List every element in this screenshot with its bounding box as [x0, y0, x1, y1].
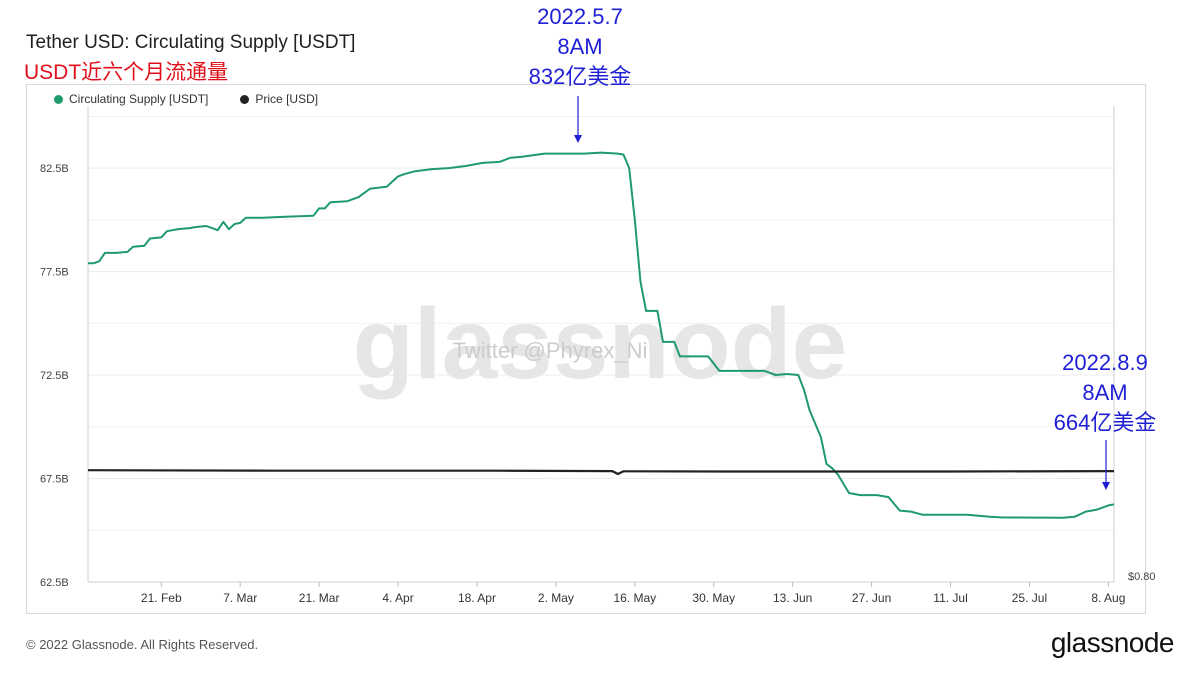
x-tick-label: 27. Jun: [852, 591, 891, 605]
legend-item-price[interactable]: Price [USD]: [240, 92, 318, 106]
x-tick-label: 13. Jun: [773, 591, 812, 605]
legend: Circulating Supply [USDT] Price [USD]: [54, 92, 318, 106]
annotation-peak-value: 832亿美金: [528, 64, 632, 89]
legend-dot-price: [240, 94, 250, 104]
y-tick-label: 67.5B: [40, 474, 69, 486]
annotation-peak-date: 2022.5.7: [537, 4, 623, 29]
series-lines: [87, 151, 1115, 519]
y-tick-label: 77.5B: [40, 267, 69, 279]
legend-label-price: Price [USD]: [255, 92, 319, 106]
x-tick-label: 2. May: [538, 591, 574, 605]
annotation-latest-time: 8AM: [1082, 380, 1128, 405]
axes: 62.5B 67.5B 72.5B 77.5B 82.5B $0.80 21. Feb 7. …: [40, 106, 1156, 605]
y-tick-label: 82.5B: [40, 163, 69, 175]
arrow-peak-head: [574, 135, 582, 143]
y-tick-label: 62.5B: [40, 577, 69, 589]
x-tick-label: 21. Feb: [141, 591, 182, 605]
annotation-peak: 2022.5.7 8AM 832亿美金: [510, 2, 650, 92]
chart-panel: [26, 84, 1146, 614]
annotation-peak-time: 8AM: [557, 34, 603, 59]
copyright: © 2022 Glassnode. All Rights Reserved.: [26, 637, 259, 652]
annotation-latest-value: 664亿美金: [1053, 410, 1157, 435]
legend-dot-supply: [54, 94, 63, 104]
x-tick-label: 21. Mar: [299, 591, 340, 605]
annotation-arrows: [574, 96, 1110, 490]
annotation-latest-date: 2022.8.9: [1062, 350, 1148, 375]
annotation-latest: 2022.8.9 8AM 664亿美金: [1040, 348, 1170, 438]
chart-title: Tether USD: Circulating Supply [USDT]: [26, 32, 356, 53]
x-tick-label: 18. Apr: [458, 591, 496, 605]
x-tick-label: 8. Aug: [1091, 591, 1125, 605]
watermark-handle: Twitter @Phyrex_Ni: [453, 338, 648, 363]
x-tick-label: 16. May: [613, 591, 656, 605]
x-tick-label: 7. Mar: [223, 591, 257, 605]
x-tick-label: 30. May: [692, 591, 735, 605]
arrow-latest-head: [1102, 482, 1110, 490]
watermark-logo: glassnode: [353, 288, 848, 400]
x-tick-label: 11. Jul: [933, 591, 967, 605]
brand-logo: glassnode: [1050, 627, 1175, 658]
legend-item-supply[interactable]: Circulating Supply [USDT]: [54, 92, 208, 106]
right-axis-label: $0.80: [1128, 571, 1156, 583]
y-tick-label: 72.5B: [40, 370, 69, 382]
x-tick-label: 25. Jul: [1012, 591, 1047, 605]
watermark: glassnode Twitter @Phyrex_Ni: [353, 288, 848, 400]
x-tick-label: 4. Apr: [382, 591, 413, 605]
series-line-price: [87, 469, 1115, 476]
series-line-supply: [88, 151, 1115, 519]
chart-subtitle: USDT近六个月流通量: [24, 61, 229, 84]
legend-label-supply: Circulating Supply [USDT]: [69, 92, 209, 106]
